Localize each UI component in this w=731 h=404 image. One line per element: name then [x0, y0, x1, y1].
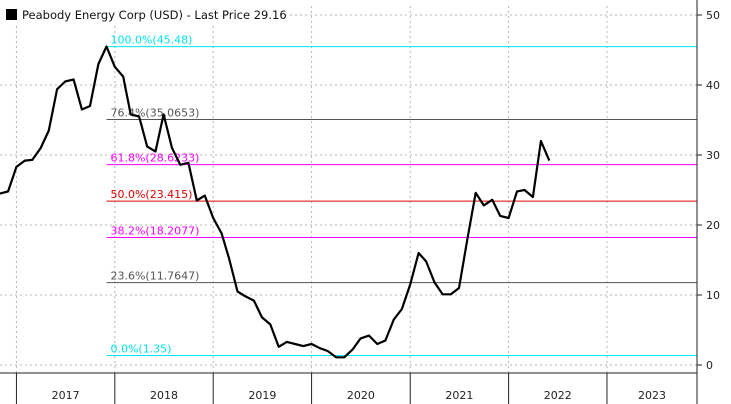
x-tick-label: 2017	[52, 389, 80, 402]
fib-level-label: 76.4%(35.0653)	[110, 107, 199, 120]
y-tick-label: 10	[706, 289, 720, 302]
fib-level-label: 23.6%(11.7647)	[110, 270, 199, 283]
x-tick-label: 2020	[347, 389, 375, 402]
x-tick-label: 2019	[248, 389, 276, 402]
legend-label: Peabody Energy Corp (USD) - Last Price 2…	[22, 8, 287, 22]
fib-level-label: 0.0%(1.35)	[110, 343, 171, 356]
y-tick-label: 40	[706, 79, 720, 92]
x-tick-label: 2021	[445, 389, 473, 402]
fibonacci-levels: 100.0%(45.48) 76.4%(35.0653) 61.8%(28.6233…	[106, 34, 697, 357]
x-tick-label: 2018	[150, 389, 178, 402]
fib-level-label: 100.0%(45.48)	[110, 34, 192, 47]
grid	[0, 6, 697, 373]
legend-box	[0, 4, 284, 24]
y-tick-label: 30	[706, 149, 720, 162]
fib-level-label: 38.2%(18.2077)	[110, 225, 199, 238]
x-tick-label: 2022	[544, 389, 572, 402]
x-tick-label: 2023	[638, 389, 666, 402]
legend-swatch	[6, 9, 17, 20]
y-tick-label: 50	[706, 9, 720, 22]
fib-level-label: 61.8%(28.6233)	[110, 152, 199, 165]
y-tick-label: 20	[706, 219, 720, 232]
fib-level-label: 50.0%(23.415)	[110, 188, 192, 201]
y-tick-label: 0	[706, 359, 713, 372]
series-layer	[0, 45, 551, 359]
legend: Peabody Energy Corp (USD) - Last Price 2…	[0, 4, 287, 24]
price-line	[0, 45, 551, 359]
